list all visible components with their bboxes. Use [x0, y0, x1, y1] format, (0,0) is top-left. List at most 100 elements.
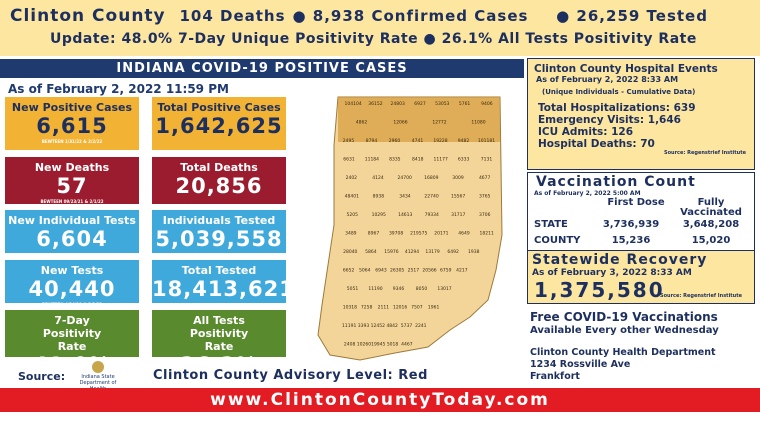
county-count: 4741 [412, 138, 424, 144]
county-count: 2111 [378, 305, 390, 311]
county-count: 2517 [408, 268, 420, 274]
county-name: Clinton County [10, 6, 166, 26]
county-count: 5737 [401, 323, 413, 329]
county-count: 8418 [412, 157, 424, 163]
county-count: 3009 [452, 175, 464, 181]
banner-line2: Update: 48.0% 7-Day Unique Positivity Ra… [50, 31, 697, 47]
tile-title: New Positive Cases [11, 101, 133, 114]
county-count: 5018 [387, 342, 399, 348]
county-count: 4467 [401, 342, 413, 348]
county-count: 4862 [356, 120, 368, 126]
free-vax-2: Available Every other Wednesday [530, 325, 719, 336]
county-count: 6759 [440, 268, 452, 274]
county-count: 19945 [371, 342, 385, 348]
stat-tile: New Deaths 57 BEWTEEN 09/23/21 & 2/1/22 [5, 157, 139, 204]
stat-tile: New Individual Tests 6,604 [5, 210, 139, 253]
hospital-subtitle: (Unique Individuals - Cumulative Data) [542, 88, 696, 96]
county-count: 28040 [343, 249, 357, 255]
tile-title: New Deaths [34, 161, 110, 174]
recovery-title: Statewide Recovery [532, 252, 708, 268]
county-count: 20171 [434, 231, 448, 237]
county-count: 13017 [437, 286, 451, 292]
vaccination-as-of: As of February 2, 2022 5:00 AM [534, 190, 641, 197]
county-count: 7507 [411, 305, 423, 311]
header-as-of: As of February 2, 2022 11:59 PM [8, 82, 229, 96]
recovery-value: 1,375,580 [534, 278, 665, 302]
advisory: Clinton County Advisory Level: Red [153, 368, 428, 383]
tile-value: 6,604 [36, 227, 108, 251]
tile-value: 18,413,621 [152, 277, 295, 301]
county-count: 4649 [458, 231, 470, 237]
deaths: 104 Deaths [179, 7, 286, 25]
county-count: 2960 [389, 138, 401, 144]
hospital-lines: Total Hospitalizations: 639 Emergency Vis… [528, 102, 754, 150]
county-count: 101181 [478, 138, 495, 144]
hospital-source: Source: Regenstrief Institute [663, 150, 746, 156]
county-count: 4842 [386, 323, 398, 329]
county-count: 5761 [459, 101, 471, 107]
tile-note: BEWTEEN 1/31/22 & 2/2/22 [41, 139, 103, 144]
county-count: 11190 [368, 286, 382, 292]
county-count: 10260 [357, 342, 371, 348]
county-count: 79334 [425, 212, 439, 218]
county-count: 12066 [393, 120, 407, 126]
tile-value: 40,440 [28, 277, 116, 301]
stat-tile: New Tests 40,440 BEWTEEN 4/24/20 & 2/2/22 [5, 260, 139, 307]
county-count: 5864 [365, 249, 377, 255]
county-count: 3434 [399, 194, 411, 200]
col-first-dose: First Dose [607, 197, 665, 208]
county-count: 219575 [410, 231, 427, 237]
county-count: 104104 [345, 101, 362, 107]
county-count: 6631 [343, 157, 355, 163]
tile-value: 1,642,625 [155, 114, 283, 138]
county-count: 12016 [393, 305, 407, 311]
stat-tile: All Tests Positivity Rate 26.2% BEWTEEN 1/… [152, 310, 286, 383]
county-count: 5051 [347, 286, 359, 292]
county-count: 8938 [373, 194, 385, 200]
county-count: 53053 [435, 101, 449, 107]
tile-note: BEWTEEN 1/21/22 & 1/27/22 [187, 378, 251, 383]
tested: ● 26,259 Tested [556, 7, 708, 25]
tile-title: Individuals Tested [162, 214, 276, 227]
county-count: 6943 [375, 268, 387, 274]
county-count: 1938 [468, 249, 480, 255]
tile-note: BEWTEEN 4/24/20 & 2/2/22 [41, 302, 103, 307]
county-count: 2408 [344, 342, 356, 348]
county-count: 31717 [451, 212, 465, 218]
county-count: 2241 [415, 323, 427, 329]
county-count: 18211 [480, 231, 494, 237]
county-count: 39708 [389, 231, 403, 237]
county-count: 6927 [414, 101, 426, 107]
cases: ● 8,938 Confirmed Cases [292, 7, 529, 25]
tile-title: Total Deaths [180, 161, 258, 174]
hospital-title: Clinton County Hospital Events [534, 63, 718, 75]
county-count: 48401 [345, 194, 359, 200]
county-count: 14613 [398, 212, 412, 218]
stat-tile: New Positive Cases 6,615 BEWTEEN 1/31/22 &… [5, 97, 139, 150]
county-count: 12772 [432, 120, 446, 126]
tile-note: BEWTEEN 09/23/21 & 2/1/22 [40, 199, 104, 204]
county-count: 36152 [368, 101, 382, 107]
banner-line1: Clinton County 104 Deaths ● 8,938 Confir… [10, 6, 708, 26]
county-count: 8050 [416, 286, 428, 292]
tile-title: New Tests [40, 264, 104, 277]
county-count: 10318 [343, 305, 357, 311]
logo-seal [92, 361, 104, 373]
vax-cell: 15,020 [691, 235, 731, 246]
dept-city: Frankfort [530, 371, 580, 382]
dept-address: 1234 Rossville Ave [530, 359, 631, 370]
county-count: 24700 [398, 175, 412, 181]
county-count: 11191 [342, 323, 356, 329]
county-count: 11184 [365, 157, 379, 163]
vax-cell: 3,736,939 [602, 219, 660, 230]
stat-tile: Total Deaths 20,856 [152, 157, 286, 204]
dept-name: Clinton County Health Department [530, 347, 716, 358]
vax-cell: 3,648,208 [682, 219, 740, 230]
county-count: 13179 [425, 249, 439, 255]
tile-title: Total Tested [181, 264, 257, 277]
county-count: 15976 [384, 249, 398, 255]
county-count: 5205 [347, 212, 359, 218]
col-fully: Fully Vaccinated [680, 197, 742, 218]
vax-cell: STATE [534, 219, 568, 230]
